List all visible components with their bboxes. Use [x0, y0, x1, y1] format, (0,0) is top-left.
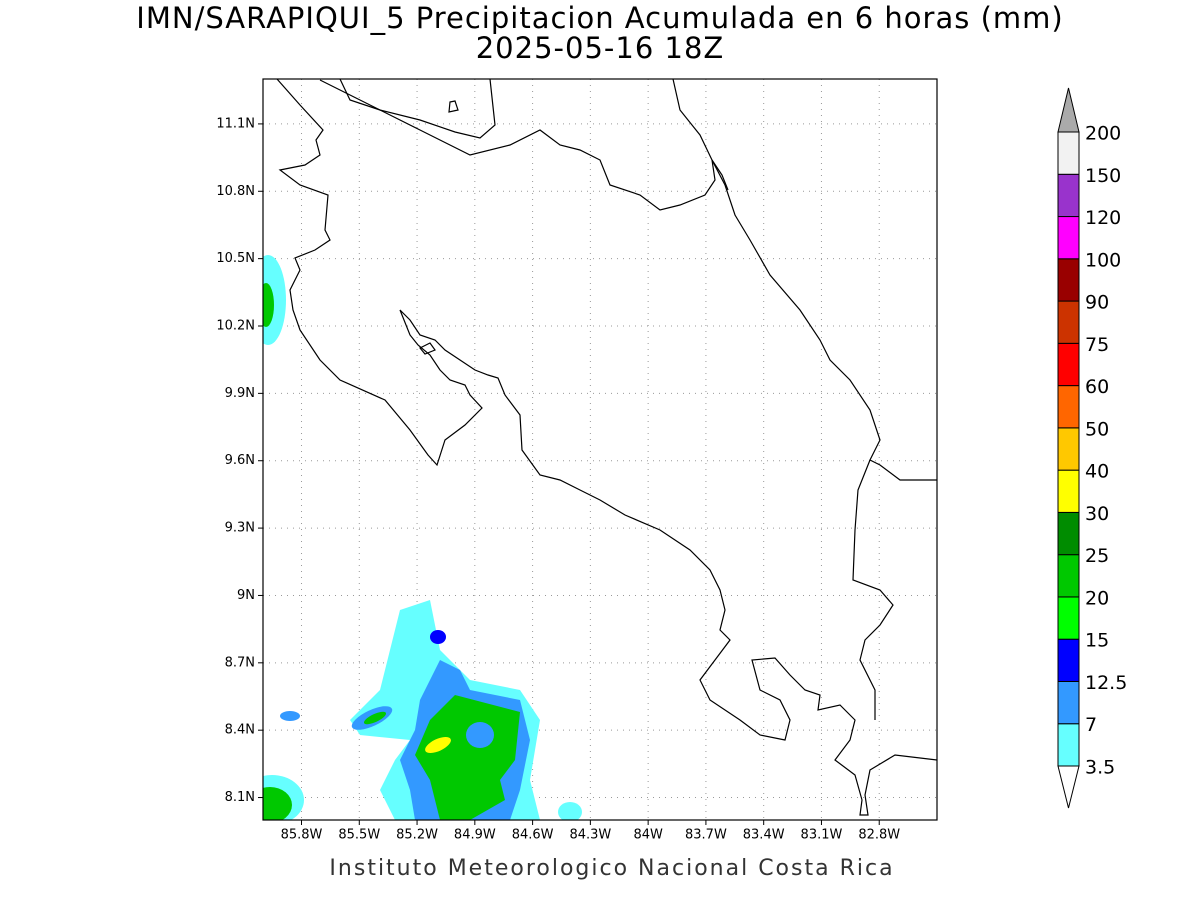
colorbar-label: 75	[1085, 334, 1109, 356]
border	[319, 79, 729, 211]
colorbar-label: 12.5	[1085, 672, 1127, 694]
border	[852, 459, 894, 720]
precip-area	[425, 736, 451, 754]
y-tick-label: 9N	[237, 588, 255, 603]
x-tick-label: 83.1W	[801, 828, 843, 843]
y-tick-label: 9.3N	[225, 521, 255, 536]
y-tick-label: 10.5N	[216, 251, 255, 266]
colorbar-box	[1057, 173, 1080, 218]
x-tick-label: 83.7W	[685, 828, 727, 843]
y-tick-label: 8.7N	[225, 655, 255, 670]
colorbar: 3.5 7 12.5 15 20 25 30 40 50 60 75 90 100 120 150 200	[1057, 87, 1127, 809]
y-tick-label: 8.1N	[225, 790, 255, 805]
colorbar-label: 120	[1085, 207, 1121, 229]
colorbar-label: 100	[1085, 249, 1121, 271]
x-tick-label: 84.6W	[512, 828, 554, 843]
colorbar-low-arrow	[1057, 765, 1080, 809]
colorbar-box	[1057, 300, 1080, 344]
colorbar-label: 7	[1085, 714, 1097, 736]
colorbar-label: 25	[1085, 545, 1109, 567]
x-tick-label: 85.2W	[396, 828, 438, 843]
x-tick-label: 84W	[633, 828, 663, 843]
x-tick-label: 83.4W	[743, 828, 785, 843]
x-tick-label: 84.3W	[569, 828, 611, 843]
island	[419, 342, 436, 355]
precip-area	[263, 787, 292, 820]
colorbar-high-arrow	[1057, 87, 1080, 133]
y-tick-label: 9.6N	[225, 453, 255, 468]
map-area: 85.8W 85.5W 85.2W 84.9W 84.6W 84.3W 84W 83.7W 83…	[216, 78, 938, 843]
lake-shore	[339, 79, 496, 139]
colorbar-box	[1057, 216, 1080, 260]
y-tick-label: 11.1N	[216, 116, 255, 131]
colorbar-box	[1057, 342, 1080, 387]
frame	[262, 78, 938, 821]
colorbar-box	[1057, 385, 1080, 429]
precip-area	[466, 722, 494, 748]
colorbar-box	[1057, 596, 1080, 640]
colorbar-box	[1057, 427, 1080, 471]
x-tick-label: 84.9W	[454, 828, 496, 843]
precip-area	[415, 695, 520, 820]
colorbar-label: 40	[1085, 461, 1109, 483]
colorbar-label: 20	[1085, 587, 1109, 609]
title: IMN/SARAPIQUI_5 Precipitacion Acumulada …	[136, 1, 1063, 35]
colorbar-box	[1057, 638, 1080, 682]
colorbar-box	[1057, 554, 1080, 598]
coastline	[672, 79, 937, 481]
x-tick-label: 85.5W	[338, 828, 380, 843]
colorbar-label: 15	[1085, 630, 1109, 652]
precipitation	[263, 255, 582, 820]
y-tick-label: 9.9N	[225, 386, 255, 401]
colorbar-box	[1057, 258, 1080, 302]
colorbar-label: 50	[1085, 418, 1109, 440]
footer: Instituto Meteorologico Nacional Costa R…	[329, 856, 894, 881]
colorbar-label: 90	[1085, 292, 1109, 314]
island	[448, 100, 459, 113]
x-tick-label: 85.8W	[281, 828, 323, 843]
grid	[263, 79, 937, 820]
colorbar-box	[1057, 511, 1080, 556]
precip-area	[558, 802, 582, 820]
y-tick-label: 8.4N	[225, 723, 255, 738]
coastline	[276, 79, 937, 816]
colorbar-label: 60	[1085, 376, 1109, 398]
x-tick-label: 82.8W	[858, 828, 900, 843]
colorbar-label: 30	[1085, 503, 1109, 525]
precip-area	[363, 711, 387, 725]
colorbar-label: 150	[1085, 165, 1121, 187]
colorbar-box	[1057, 131, 1080, 175]
precip-area	[263, 283, 274, 327]
y-tick-label: 10.8N	[216, 184, 255, 199]
colorbar-box	[1057, 469, 1080, 513]
subtitle: 2025-05-16 18Z	[476, 31, 725, 65]
colorbar-box	[1057, 723, 1080, 767]
coastlines	[276, 79, 937, 816]
colorbar-label: 3.5	[1085, 757, 1115, 779]
y-tick-label: 10.2N	[216, 319, 255, 334]
colorbar-box	[1057, 680, 1080, 725]
precip-area	[430, 630, 446, 644]
precip-area	[280, 711, 300, 721]
colorbar-label: 200	[1085, 123, 1121, 145]
